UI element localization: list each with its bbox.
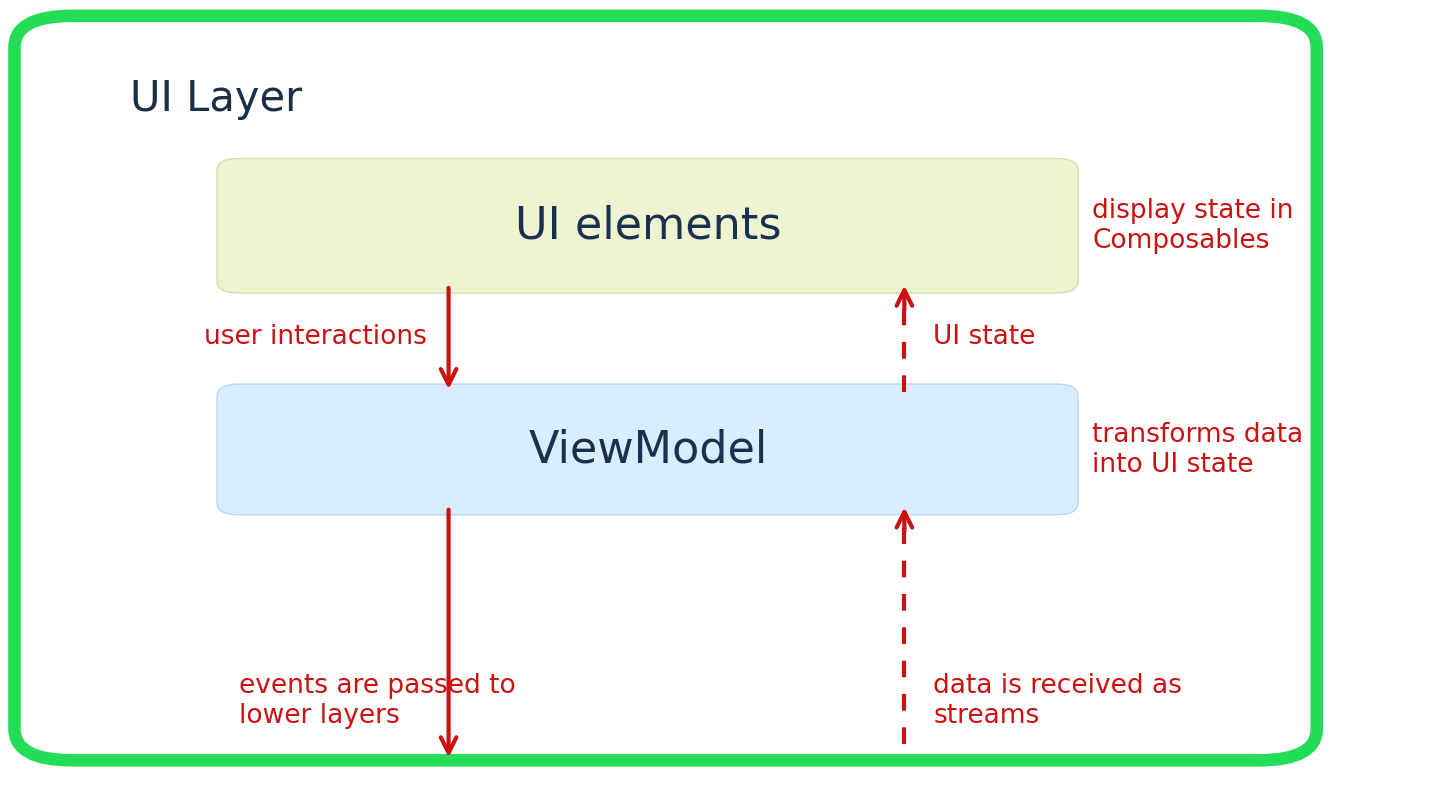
Text: transforms data
into UI state: transforms data into UI state bbox=[1092, 422, 1304, 478]
Text: UI state: UI state bbox=[933, 324, 1036, 349]
Text: ViewModel: ViewModel bbox=[528, 428, 768, 471]
FancyBboxPatch shape bbox=[217, 384, 1078, 515]
Text: user interactions: user interactions bbox=[204, 324, 427, 349]
Text: UI Layer: UI Layer bbox=[130, 78, 302, 120]
FancyBboxPatch shape bbox=[14, 16, 1317, 760]
Text: data is received as
streams: data is received as streams bbox=[933, 673, 1182, 729]
Text: UI elements: UI elements bbox=[515, 204, 781, 247]
Text: events are passed to
lower layers: events are passed to lower layers bbox=[239, 673, 515, 729]
FancyBboxPatch shape bbox=[217, 158, 1078, 293]
Text: display state in
Composables: display state in Composables bbox=[1092, 198, 1294, 253]
